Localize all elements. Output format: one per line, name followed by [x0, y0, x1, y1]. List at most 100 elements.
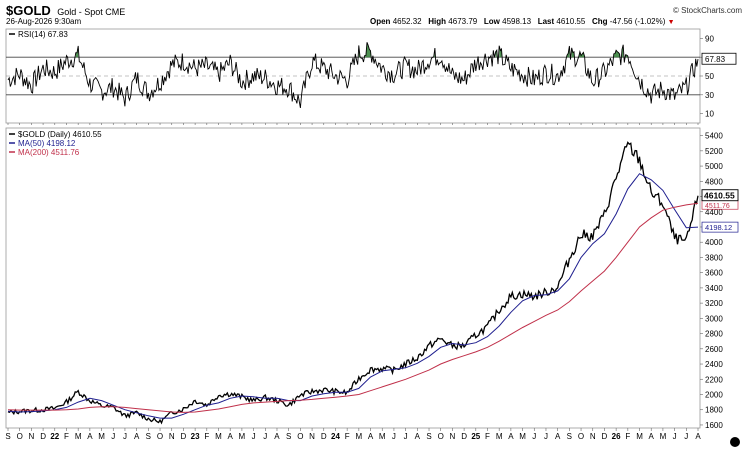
price-tick-label: 3200 — [705, 299, 723, 308]
price-tick-label: 4000 — [705, 238, 723, 247]
price-tick-label: 3600 — [705, 269, 723, 278]
open-value: 4652.32 — [392, 17, 422, 26]
x-tick-label: A — [274, 432, 280, 441]
x-tick-label: D — [40, 432, 46, 441]
rsi-overbought-fill — [75, 45, 79, 58]
x-tick-label: J — [532, 432, 536, 441]
quote-date: 26-Aug-2026 9:30am — [6, 17, 82, 26]
x-tick-label: J — [111, 432, 115, 441]
x-tick-label: J — [673, 432, 677, 441]
chart-header: $GOLD Gold - Spot CME — [6, 2, 125, 20]
chg-label: Chg — [592, 17, 608, 26]
x-tick-label: M — [215, 432, 222, 441]
x-tick-label: 23 — [191, 432, 200, 441]
rsi-tick-label: 50 — [705, 72, 714, 81]
x-tick-label: J — [544, 432, 548, 441]
x-tick-label: M — [75, 432, 82, 441]
price-tick-label: 4400 — [705, 208, 723, 217]
last-label: Last — [537, 17, 555, 26]
x-tick-label: A — [87, 432, 93, 441]
x-tick-label: F — [485, 432, 490, 441]
rsi-overbought-fill — [622, 44, 624, 58]
ma200-line — [7, 202, 699, 413]
price-tick-label: 2400 — [705, 360, 723, 369]
x-tick-label: J — [404, 432, 408, 441]
price-tick-label: 1800 — [705, 406, 723, 415]
ma50-line — [7, 173, 699, 419]
price-line — [7, 141, 699, 425]
chg-value: -47.56 (-1.02%) — [609, 17, 666, 26]
x-tick-label: N — [28, 432, 34, 441]
low-value: 4598.13 — [502, 17, 532, 26]
price-tick-label: 3400 — [705, 284, 723, 293]
price-tick-label: 2200 — [705, 375, 723, 384]
x-tick-label: S — [5, 432, 10, 441]
price-tick-label: 1600 — [705, 421, 723, 430]
x-tick-label: A — [649, 432, 655, 441]
price-tick-label: 5000 — [705, 162, 723, 171]
x-tick-label: D — [321, 432, 327, 441]
price-tick-label: 3800 — [705, 253, 723, 262]
price-tick-label: 4800 — [705, 177, 723, 186]
x-tick-label: J — [392, 432, 396, 441]
x-tick-label: F — [204, 432, 209, 441]
legend-label-0: $GOLD (Daily) 4610.55 — [18, 130, 102, 139]
x-tick-label: A — [695, 432, 701, 441]
x-tick-label: O — [297, 432, 303, 441]
x-tick-label: N — [590, 432, 596, 441]
x-tick-label: 22 — [50, 432, 59, 441]
rsi-tick-label: 90 — [705, 34, 714, 43]
rsi-overbought-fill — [613, 50, 620, 58]
ohlc-readout: Open 4652.32 High 4673.79 Low 4598.13 La… — [370, 17, 675, 26]
x-tick-label: J — [684, 432, 688, 441]
legend-label-2: MA(200) 4511.76 — [18, 148, 80, 157]
last-price-label: 4610.55 — [704, 191, 735, 201]
last-value: 4610.55 — [556, 17, 586, 26]
x-tick-label: M — [379, 432, 386, 441]
price-tick-label: 3000 — [705, 314, 723, 323]
ma200-value-label: 4511.76 — [705, 203, 730, 210]
x-tick-label: M — [98, 432, 105, 441]
rsi-line — [7, 42, 699, 108]
price-tick-label: 2600 — [705, 345, 723, 354]
rsi-last-value-box — [701, 52, 737, 65]
x-tick-label: 25 — [471, 432, 480, 441]
x-tick-label: M — [496, 432, 503, 441]
x-tick-label: M — [660, 432, 667, 441]
x-tick-label: A — [228, 432, 234, 441]
x-tick-label: S — [286, 432, 291, 441]
x-tick-label: 26 — [612, 432, 621, 441]
price-panel-frame — [5, 127, 701, 429]
x-tick-label: F — [625, 432, 630, 441]
rsi-tick-label: 10 — [705, 110, 714, 119]
x-tick-label: A — [508, 432, 514, 441]
ma50-value-box — [701, 221, 739, 233]
price-tick-label: 5200 — [705, 147, 723, 156]
last-price-box — [701, 189, 739, 202]
black-dot-icon — [730, 437, 740, 447]
x-tick-label: O — [17, 432, 23, 441]
x-tick-label: A — [415, 432, 421, 441]
price-tick-label: 2800 — [705, 330, 723, 339]
price-tick-label: 2000 — [705, 390, 723, 399]
ma50-value-label: 4198.12 — [705, 223, 732, 232]
x-tick-label: A — [368, 432, 374, 441]
x-tick-label: S — [567, 432, 572, 441]
x-tick-label: N — [169, 432, 175, 441]
x-tick-label: 24 — [331, 432, 340, 441]
x-tick-label: D — [181, 432, 187, 441]
x-tick-label: O — [438, 432, 444, 441]
x-tick-label: M — [356, 432, 363, 441]
open-label: Open — [370, 17, 391, 26]
copyright: © StockCharts.com — [672, 6, 742, 15]
rsi-legend-label: RSI(14) 67.83 — [18, 30, 68, 39]
x-tick-label: S — [146, 432, 151, 441]
symbol-title: $GOLD — [6, 3, 51, 18]
x-tick-label: M — [239, 432, 246, 441]
x-tick-label: M — [519, 432, 526, 441]
x-tick-label: F — [64, 432, 69, 441]
x-tick-label: F — [345, 432, 350, 441]
x-tick-label: O — [157, 432, 163, 441]
rsi-overbought-fill — [625, 54, 628, 58]
